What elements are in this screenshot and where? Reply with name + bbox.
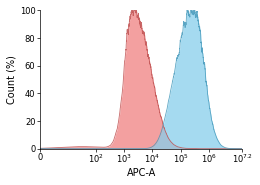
X-axis label: APC-A: APC-A	[126, 168, 156, 178]
Y-axis label: Count (%): Count (%)	[7, 55, 17, 104]
